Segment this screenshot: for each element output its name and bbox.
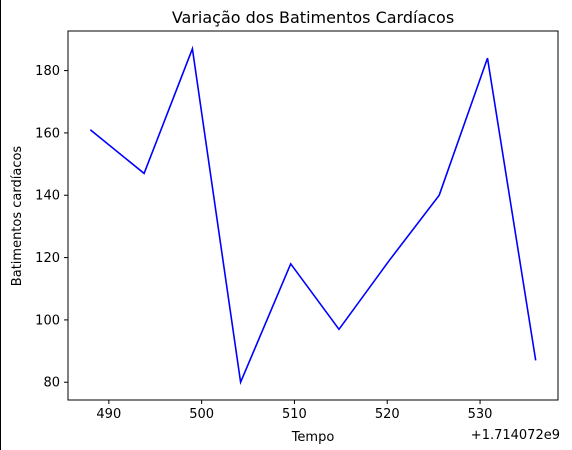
x-tick-label: 490 — [96, 407, 121, 422]
left-edge-line — [0, 0, 1, 450]
y-axis-ticks: 80 100 120 140 160 180 — [35, 64, 68, 391]
y-tick-label: 100 — [35, 313, 60, 328]
y-tick-label: 160 — [35, 126, 60, 141]
plot-area — [67, 30, 559, 401]
y-tick-label: 140 — [35, 189, 60, 204]
chart-title: Variação dos Batimentos Cardíacos — [172, 8, 454, 27]
x-tick-label: 500 — [189, 407, 214, 422]
x-tick-label: 520 — [375, 407, 400, 422]
x-axis-offset-label: +1.714072e9 — [471, 428, 560, 443]
x-tick-label: 530 — [468, 407, 493, 422]
x-tick-label: 510 — [282, 407, 307, 422]
y-tick-label: 180 — [35, 64, 60, 79]
y-tick-label: 120 — [35, 251, 60, 266]
series-line-0 — [89, 45, 537, 386]
y-tick-label: 80 — [43, 376, 60, 391]
x-axis-ticks: 490 500 510 520 530 — [96, 400, 492, 422]
x-axis-label: Tempo — [291, 430, 335, 445]
y-axis-label: Batimentos cardíacos — [10, 146, 25, 287]
plot-frame — [67, 30, 559, 401]
